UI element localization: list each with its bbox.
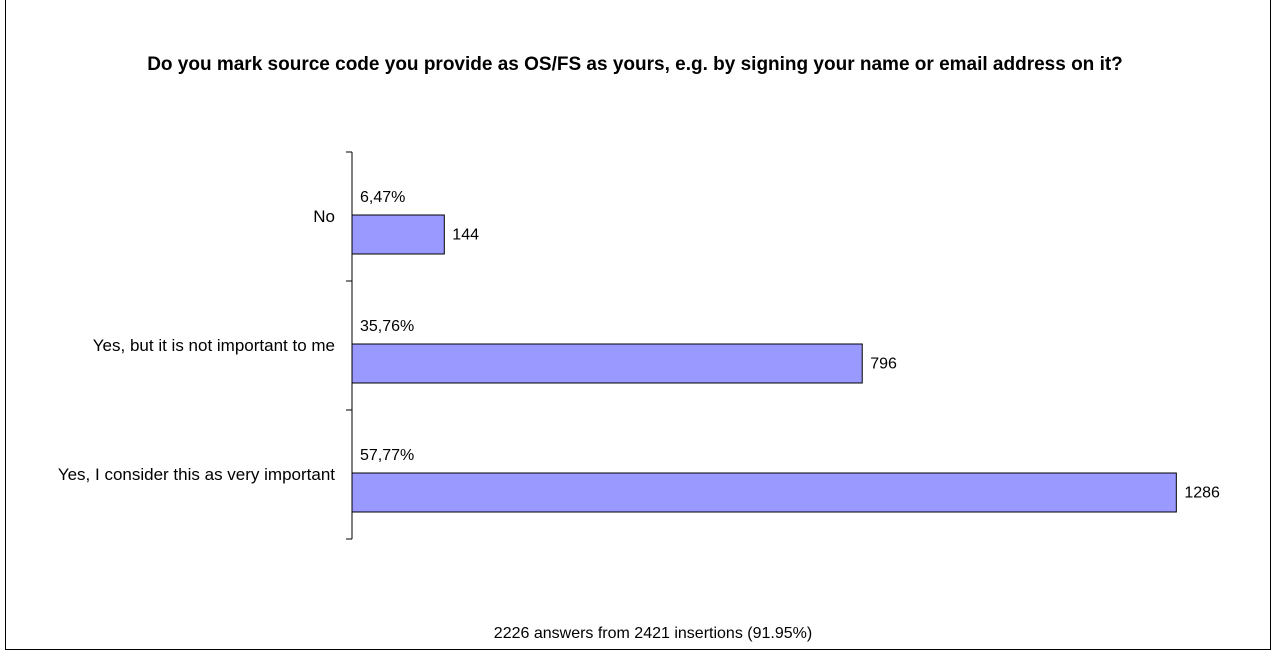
category-label: No — [313, 207, 335, 226]
share-label: 57,77% — [360, 447, 414, 464]
bar — [351, 214, 445, 255]
value-label: 144 — [452, 227, 479, 244]
chart-frame — [5, 0, 1271, 650]
bar — [351, 343, 863, 384]
bar — [351, 472, 1177, 513]
category-label: Yes, I consider this as very important — [57, 465, 335, 484]
share-label: 6,47% — [360, 189, 405, 206]
value-label: 1286 — [1184, 485, 1220, 502]
chart-title: Do you mark source code you provide as O… — [147, 54, 1123, 75]
footnote: 2226 answers from 2421 insertions (91.95… — [493, 625, 813, 642]
share-label: 35,76% — [360, 318, 414, 335]
value-label: 796 — [870, 356, 897, 373]
category-label: Yes, but it is not important to me — [92, 336, 335, 355]
